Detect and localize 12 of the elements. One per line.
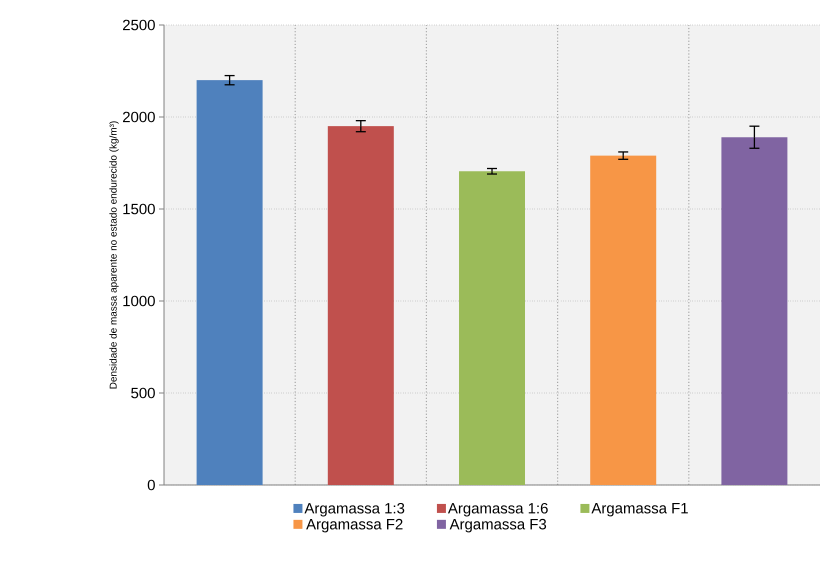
y-tick-label: 500 xyxy=(131,388,155,398)
legend-label: Argamassa F1 xyxy=(591,503,688,516)
y-tick-label: 2500 xyxy=(122,20,155,30)
y-tick-label: 1000 xyxy=(123,296,155,306)
legend-label: Argamassa F3 xyxy=(450,518,546,532)
y-tick-label: 2000 xyxy=(122,112,155,122)
legend-label: Argamassa F2 xyxy=(306,518,402,532)
y-axis-title: Densidade de massa aparente no estado endurecido (kg/m³) xyxy=(109,121,119,388)
legend-label: Argamassa 1:3 xyxy=(304,502,404,516)
y-tick-label: 1500 xyxy=(123,204,155,214)
y-tick-label: 0 xyxy=(148,480,155,490)
legend-label: Argamassa 1:6 xyxy=(448,502,548,516)
